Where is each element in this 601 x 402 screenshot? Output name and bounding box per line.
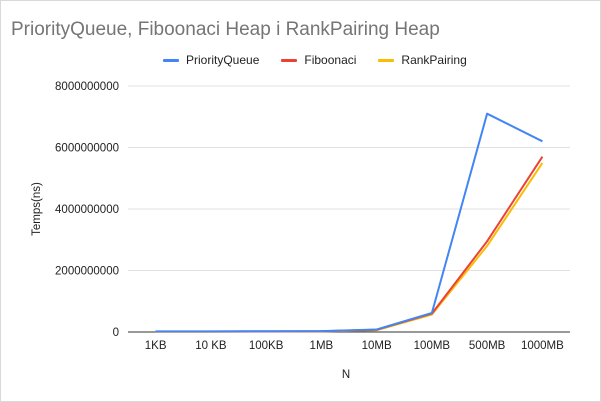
- x-tick-label: 10MB: [362, 340, 392, 352]
- legend-label: PriorityQueue: [186, 53, 260, 67]
- legend-swatch: [281, 58, 298, 62]
- x-tick-label: 1KB: [145, 340, 167, 352]
- x-tick-label: 100KB: [249, 340, 284, 352]
- y-tick-label: 6000000000: [55, 143, 119, 155]
- legend-item-priorityqueue[interactable]: PriorityQueue: [163, 53, 259, 67]
- x-axis-title: N: [342, 369, 350, 381]
- series-line-priorityqueue: [155, 112, 543, 333]
- legend-label: RankPairing: [401, 53, 467, 67]
- y-tick-label: 8000000000: [55, 81, 119, 93]
- x-tick-label: 10 KB: [195, 340, 227, 352]
- legend-swatch: [163, 58, 179, 62]
- x-tick-label: 100MB: [414, 340, 451, 352]
- legend-swatch: [378, 58, 395, 62]
- series-line-rankpairing: [155, 162, 544, 333]
- x-tick-label: 1000MB: [521, 340, 564, 352]
- y-tick-label: 4000000000: [55, 204, 119, 216]
- legend-item-rankpairing[interactable]: RankPairing: [378, 53, 467, 67]
- series-line-fiboonaci: [155, 156, 544, 333]
- x-tick-label: 1MB: [310, 340, 334, 352]
- y-axis-title: Temps(ns): [31, 182, 43, 236]
- y-tick-label: 0: [113, 327, 119, 339]
- legend-label: Fiboonaci: [304, 53, 357, 67]
- chart-title: PriorityQueue, Fiboonaci Heap i RankPair…: [11, 19, 440, 40]
- legend-item-fiboonaci[interactable]: Fiboonaci: [281, 53, 356, 67]
- y-tick-label: 2000000000: [55, 266, 119, 278]
- legend: PriorityQueue Fiboonaci RankPairing: [163, 53, 467, 67]
- x-tick-label: 500MB: [469, 340, 506, 352]
